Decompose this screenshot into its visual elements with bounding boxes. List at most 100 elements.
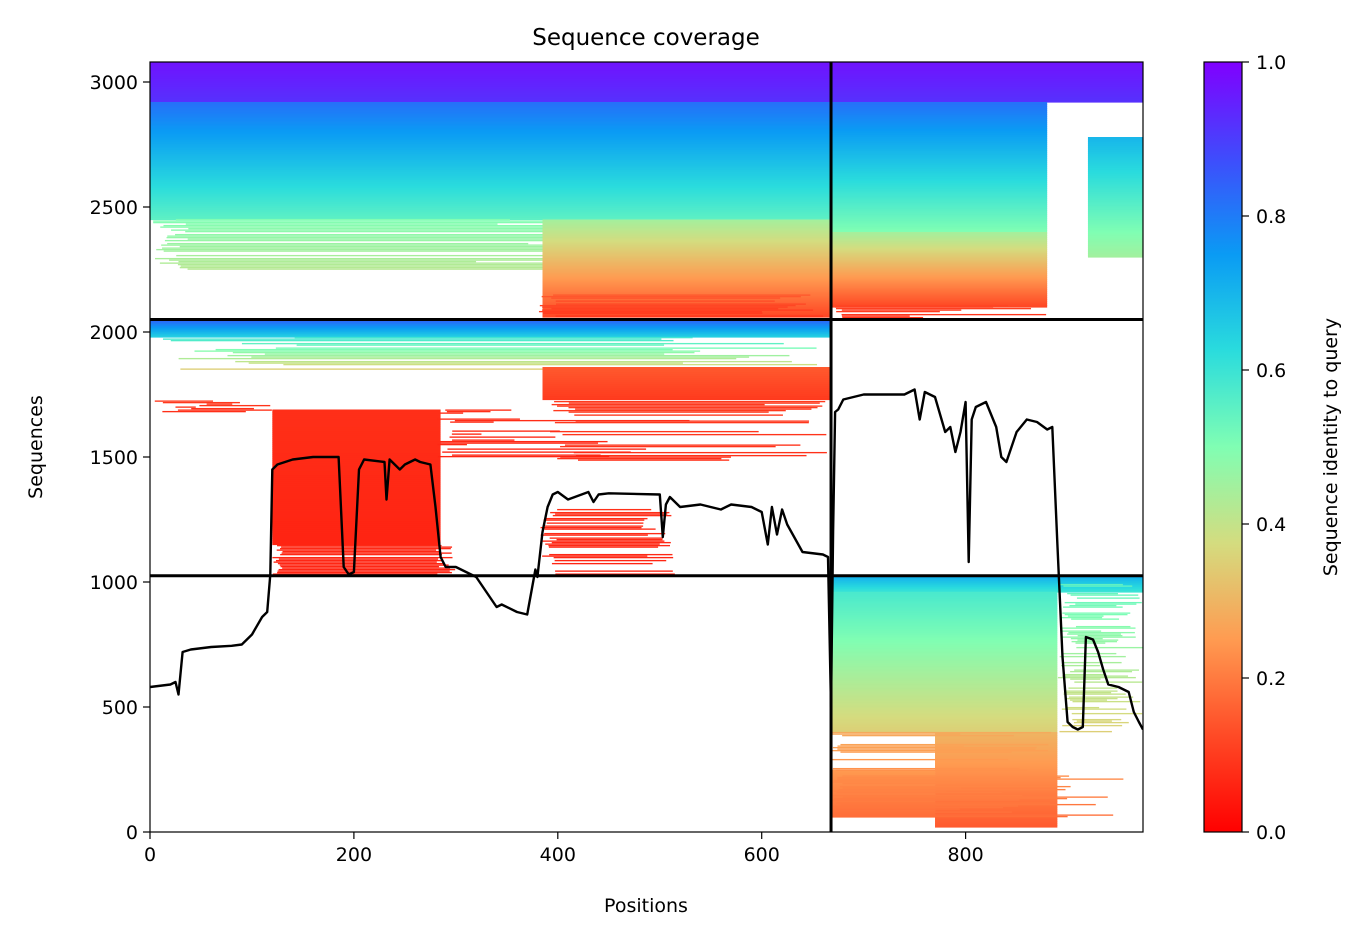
coverage-band — [831, 704, 1058, 707]
coverage-band — [1087, 195, 1143, 198]
x-axis-label: Positions — [604, 895, 688, 917]
coverage-band — [831, 90, 1143, 93]
coverage-band — [831, 293, 1048, 296]
coverage-row — [180, 265, 740, 267]
coverage-row — [442, 451, 631, 453]
coverage-band — [542, 287, 832, 290]
coverage-row — [542, 306, 788, 308]
coverage-band — [542, 377, 832, 381]
coverage-band — [831, 606, 1058, 609]
coverage-band — [831, 588, 1143, 591]
coverage-band — [831, 198, 1048, 201]
coverage-band — [831, 650, 1058, 653]
coverage-band — [272, 446, 441, 450]
coverage-band — [831, 110, 1048, 113]
coverage-band — [831, 656, 1058, 659]
x-tick-label: 600 — [744, 844, 780, 866]
coverage-band — [831, 682, 1058, 685]
coverage-band — [831, 62, 1143, 65]
coverage-band — [831, 82, 1143, 85]
coverage-band — [542, 239, 832, 242]
coverage-row — [281, 552, 452, 554]
coverage-band — [831, 275, 1048, 278]
coverage-band — [831, 190, 1048, 193]
coverage-row — [841, 313, 1047, 316]
coverage-band — [150, 173, 832, 177]
coverage-band — [272, 442, 441, 446]
coverage-band — [272, 436, 441, 440]
coverage-band — [272, 412, 441, 416]
coverage-band — [831, 722, 1058, 725]
coverage-band — [831, 172, 1048, 175]
coverage-band — [1087, 167, 1143, 170]
coverage-row — [167, 242, 529, 245]
coverage-band — [831, 96, 1143, 99]
coverage-band — [542, 375, 832, 379]
coverage-row — [175, 233, 544, 236]
coverage-row — [277, 570, 450, 572]
coverage-band — [150, 321, 832, 324]
coverage-band — [831, 654, 1058, 657]
coverage-band — [272, 478, 441, 482]
coverage-band — [831, 100, 1143, 103]
coverage-band — [831, 202, 1048, 205]
coverage-row — [835, 806, 1004, 809]
coverage-band — [150, 327, 832, 330]
coverage-band — [272, 468, 441, 472]
coverage-band — [831, 128, 1048, 131]
coverage-band — [542, 393, 832, 397]
coverage-row — [539, 304, 796, 307]
coverage-band — [831, 646, 1058, 649]
coverage-band — [1087, 201, 1143, 204]
coverage-band — [150, 131, 832, 135]
coverage-band — [831, 247, 1048, 250]
coverage-band — [150, 113, 832, 117]
coverage-band — [935, 825, 1058, 828]
coverage-band — [1087, 143, 1143, 146]
coverage-band — [831, 182, 1048, 185]
coverage-band — [935, 755, 1058, 758]
coverage-row — [841, 315, 910, 317]
coverage-row — [1067, 615, 1104, 617]
coverage-row — [837, 748, 1036, 750]
coverage-band — [831, 628, 1058, 631]
coverage-band — [831, 233, 1048, 236]
coverage-row — [840, 811, 1012, 813]
coverage-band — [935, 745, 1058, 748]
coverage-band — [935, 793, 1058, 796]
coverage-row — [1073, 721, 1129, 724]
coverage-band — [831, 237, 1048, 240]
coverage-band — [935, 739, 1058, 742]
coverage-row — [437, 443, 467, 446]
coverage-band — [935, 765, 1058, 768]
coverage-row — [278, 568, 456, 571]
coverage-band — [831, 640, 1058, 643]
plot-frame — [149, 61, 1144, 833]
coverage-row — [452, 454, 601, 456]
coverage-row — [1068, 687, 1118, 689]
coverage-band — [831, 636, 1058, 639]
coverage-band — [831, 660, 1058, 663]
coverage-band — [831, 176, 1048, 179]
coverage-row — [1071, 618, 1120, 620]
coverage-row — [562, 433, 827, 436]
coverage-band — [831, 98, 1143, 101]
coverage-row — [836, 808, 960, 810]
coverage-band — [1087, 153, 1143, 156]
coverage-band — [831, 116, 1048, 119]
coverage-row — [560, 445, 776, 448]
coverage-row — [1075, 642, 1106, 644]
coverage-row — [551, 541, 671, 544]
coverage-band — [831, 152, 1048, 155]
coverage-band — [831, 224, 1048, 227]
colorbar-label: Sequence identity to query — [1320, 318, 1342, 576]
coverage-row — [549, 537, 663, 539]
coverage-row — [551, 562, 653, 565]
coverage-band — [272, 460, 441, 464]
coverage-band — [150, 66, 832, 69]
coverage-band — [935, 821, 1058, 824]
coverage-row — [1076, 646, 1143, 649]
y-axis-ticks: 0 500 1000 1500 2000 2500 3000 — [90, 72, 150, 844]
